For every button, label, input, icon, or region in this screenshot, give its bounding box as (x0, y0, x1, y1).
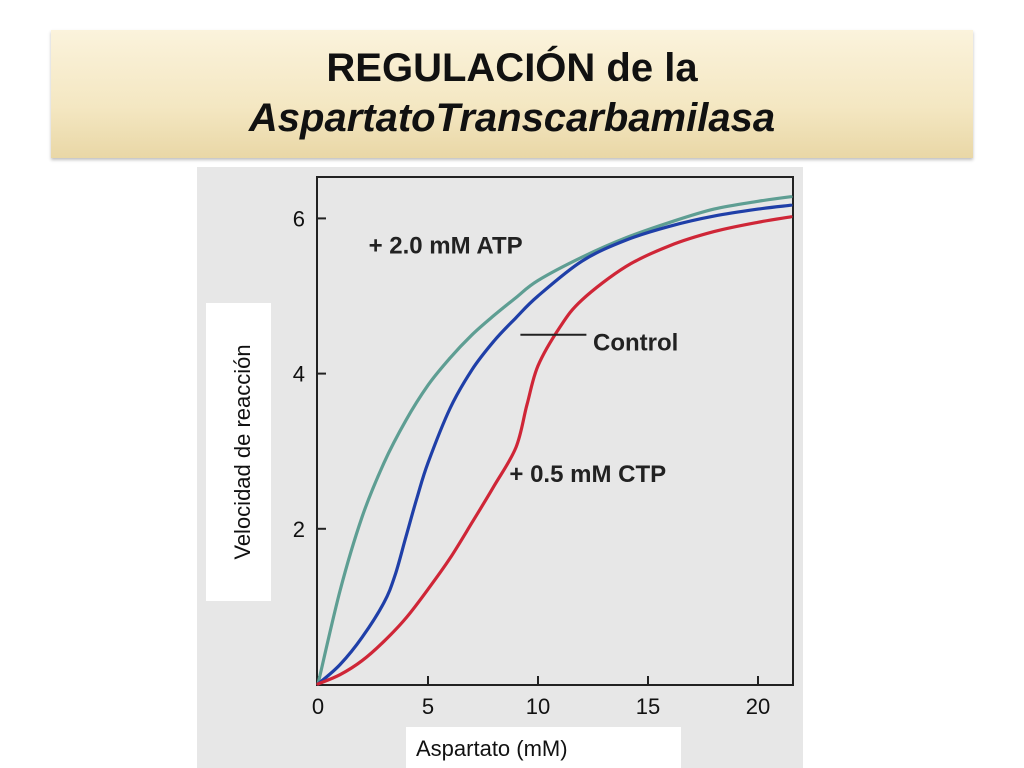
x-axis-label-box (406, 727, 681, 768)
annotation-control: Control (593, 329, 678, 356)
y-axis-label: Velocidad de reacción (230, 344, 255, 560)
control-curve (316, 203, 793, 686)
y-tick-label: 2 (293, 517, 305, 542)
annotation-atp: + 2.0 mM ATP (369, 232, 523, 259)
annotation-ctp: + 0.5 mM CTP (509, 461, 666, 488)
chart-panel: 2 4 6 0 5 10 15 20 + 2.0 mM ATP Control + 0.5 mM C… (197, 167, 803, 768)
x-tick-label: 5 (422, 694, 434, 719)
x-tick-label: 20 (746, 694, 770, 719)
atp-curve (316, 195, 793, 686)
plot-frame (316, 176, 794, 686)
chart: 2 4 6 0 5 10 15 20 + 2.0 mM ATP Control + 0.5 mM C… (293, 176, 794, 719)
slide-subtitle: AspartatoTranscarbamilasa (248, 96, 776, 140)
y-tick-label: 4 (293, 362, 305, 387)
y-axis-label-box (206, 303, 271, 601)
x-tick-label: 15 (636, 694, 660, 719)
slide-title: REGULACIÓN de la (326, 46, 698, 90)
title-banner: REGULACIÓN de la AspartatoTranscarbamila… (51, 30, 973, 158)
y-tick-label: 6 (293, 206, 305, 231)
ctp-curve (316, 215, 793, 686)
x-tick-label: 0 (312, 694, 324, 719)
x-tick-label: 10 (526, 694, 550, 719)
x-axis-label: Aspartato (mM) (416, 736, 568, 761)
